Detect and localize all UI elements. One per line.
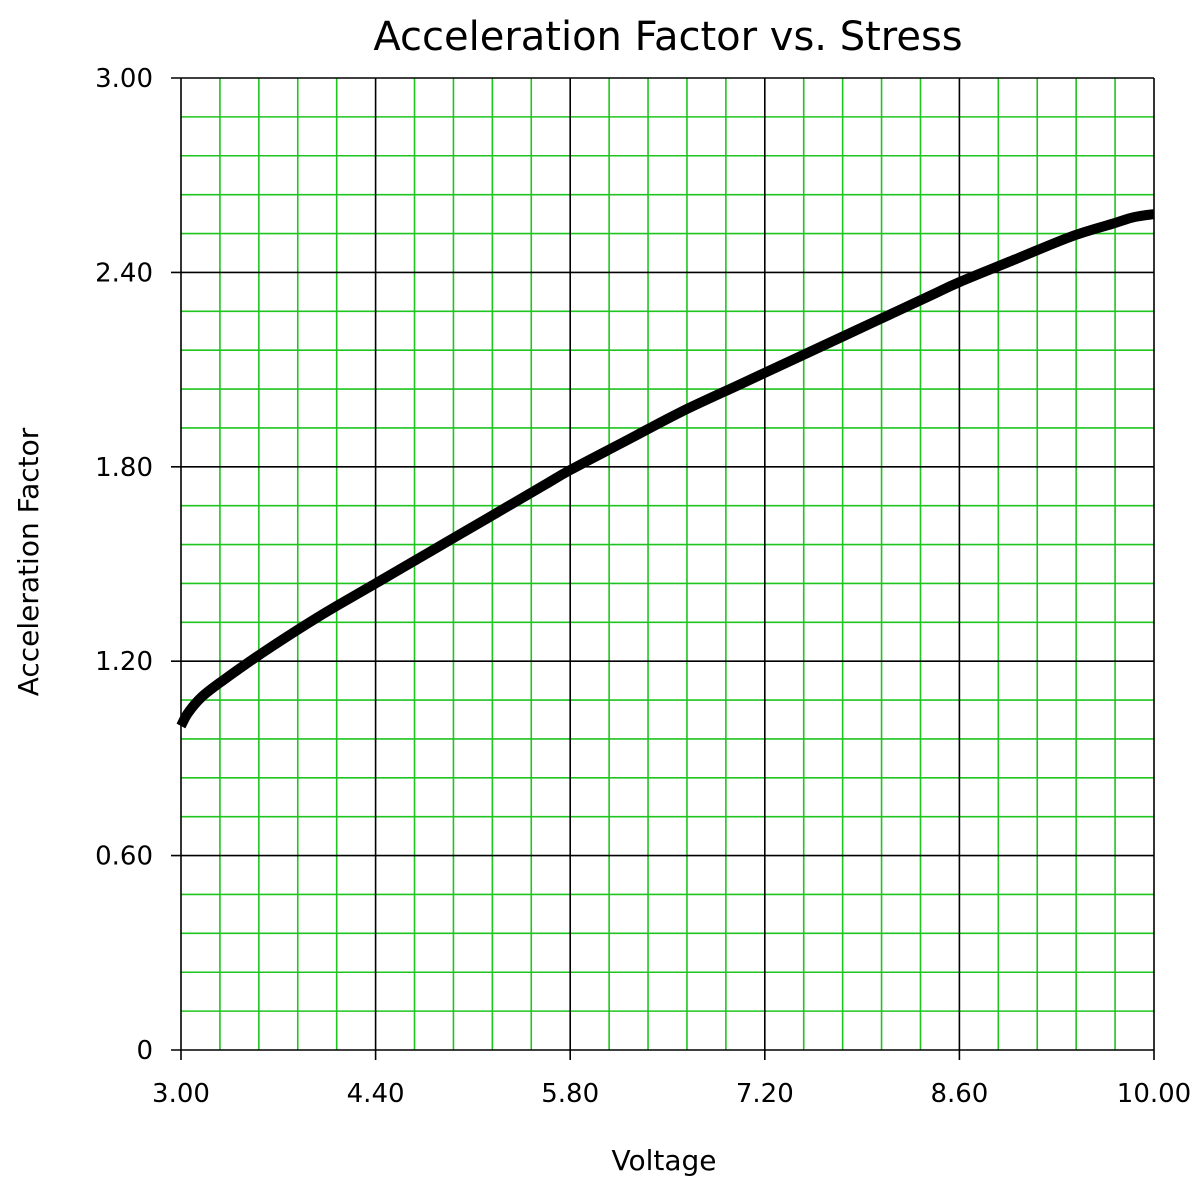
y-tick-label: 1.80 bbox=[95, 453, 153, 483]
x-ticks: 3.00 4.40 5.80 7.20 8.60 10.00 bbox=[152, 1079, 1191, 1109]
x-tick-label: 5.80 bbox=[541, 1079, 599, 1109]
minor-grid bbox=[181, 78, 1154, 1050]
curve-layer bbox=[176, 209, 1155, 729]
y-tick-label: 0 bbox=[136, 1036, 153, 1066]
y-tick-label: 1.20 bbox=[95, 647, 153, 677]
y-tick-label: 0.60 bbox=[95, 842, 153, 872]
y-tick-label: 2.40 bbox=[95, 258, 153, 288]
major-grid bbox=[171, 77, 1155, 1060]
y-axis-label: Acceleration Factor bbox=[12, 427, 45, 696]
x-tick-label: 7.20 bbox=[736, 1079, 794, 1109]
y-ticks: 0 0.60 1.20 1.80 2.40 3.00 bbox=[95, 64, 153, 1066]
x-axis-label: Voltage bbox=[611, 1144, 716, 1177]
x-tick-label: 8.60 bbox=[930, 1079, 988, 1109]
x-tick-label: 10.00 bbox=[1117, 1079, 1191, 1109]
chart-title: Acceleration Factor vs. Stress bbox=[373, 14, 962, 60]
y-tick-label: 3.00 bbox=[95, 64, 153, 94]
x-tick-label: 3.00 bbox=[152, 1079, 210, 1109]
x-tick-label: 4.40 bbox=[347, 1079, 405, 1109]
series-line bbox=[176, 209, 1155, 729]
